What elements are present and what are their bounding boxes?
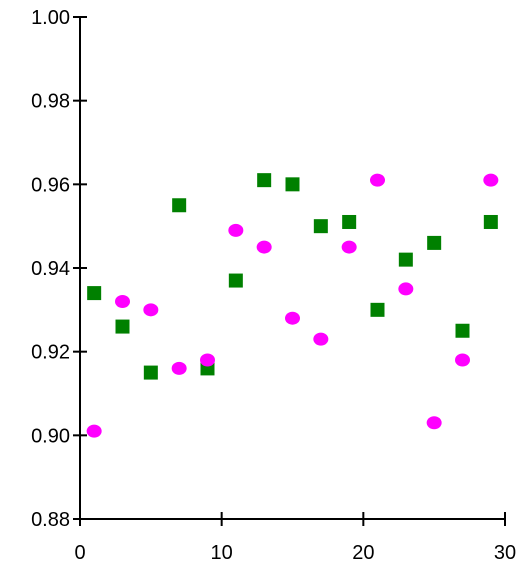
y-tick-label: 0.88: [31, 509, 70, 531]
square-point: [427, 236, 441, 250]
circle-point: [143, 303, 158, 316]
square-point: [87, 286, 101, 300]
data-marks: [87, 173, 499, 438]
x-tick-label: 30: [494, 542, 516, 564]
circle-point: [427, 416, 442, 429]
x-tick-label: 10: [211, 542, 233, 564]
square-point: [484, 215, 498, 229]
y-tick-label: 0.94: [31, 258, 70, 280]
axes: 0.88 0.90 0.92 0.94 0.96 0.98 1.00 0 10 20 30: [31, 7, 516, 564]
circle-point: [172, 362, 187, 375]
circle-point: [228, 224, 243, 237]
circle-point: [398, 282, 413, 295]
square-point: [229, 274, 243, 288]
square-point: [144, 366, 158, 380]
circle-point: [342, 241, 357, 254]
circle-point: [313, 333, 328, 346]
series-2: [87, 174, 499, 438]
circle-point: [455, 354, 470, 367]
square-point: [116, 320, 130, 334]
square-point: [314, 219, 328, 233]
y-tick-label: 0.96: [31, 174, 70, 196]
circle-point: [115, 295, 130, 308]
square-point: [399, 253, 413, 267]
square-point: [286, 177, 300, 191]
series-1: [87, 173, 498, 379]
circle-point: [200, 354, 215, 367]
y-tick-label: 0.90: [31, 425, 70, 447]
circle-point: [285, 312, 300, 325]
square-point: [342, 215, 356, 229]
square-point: [172, 198, 186, 212]
circle-point: [257, 241, 272, 254]
square-point: [257, 173, 271, 187]
x-tick-label: 0: [74, 542, 85, 564]
circle-point: [483, 174, 498, 187]
square-point: [456, 324, 470, 338]
circle-point: [87, 425, 102, 438]
y-tick-label: 1.00: [31, 7, 70, 29]
y-tick-label: 0.98: [31, 91, 70, 113]
square-point: [371, 303, 385, 317]
circle-point: [370, 174, 385, 187]
y-tick-label: 0.92: [31, 342, 70, 364]
x-tick-label: 20: [352, 542, 374, 564]
